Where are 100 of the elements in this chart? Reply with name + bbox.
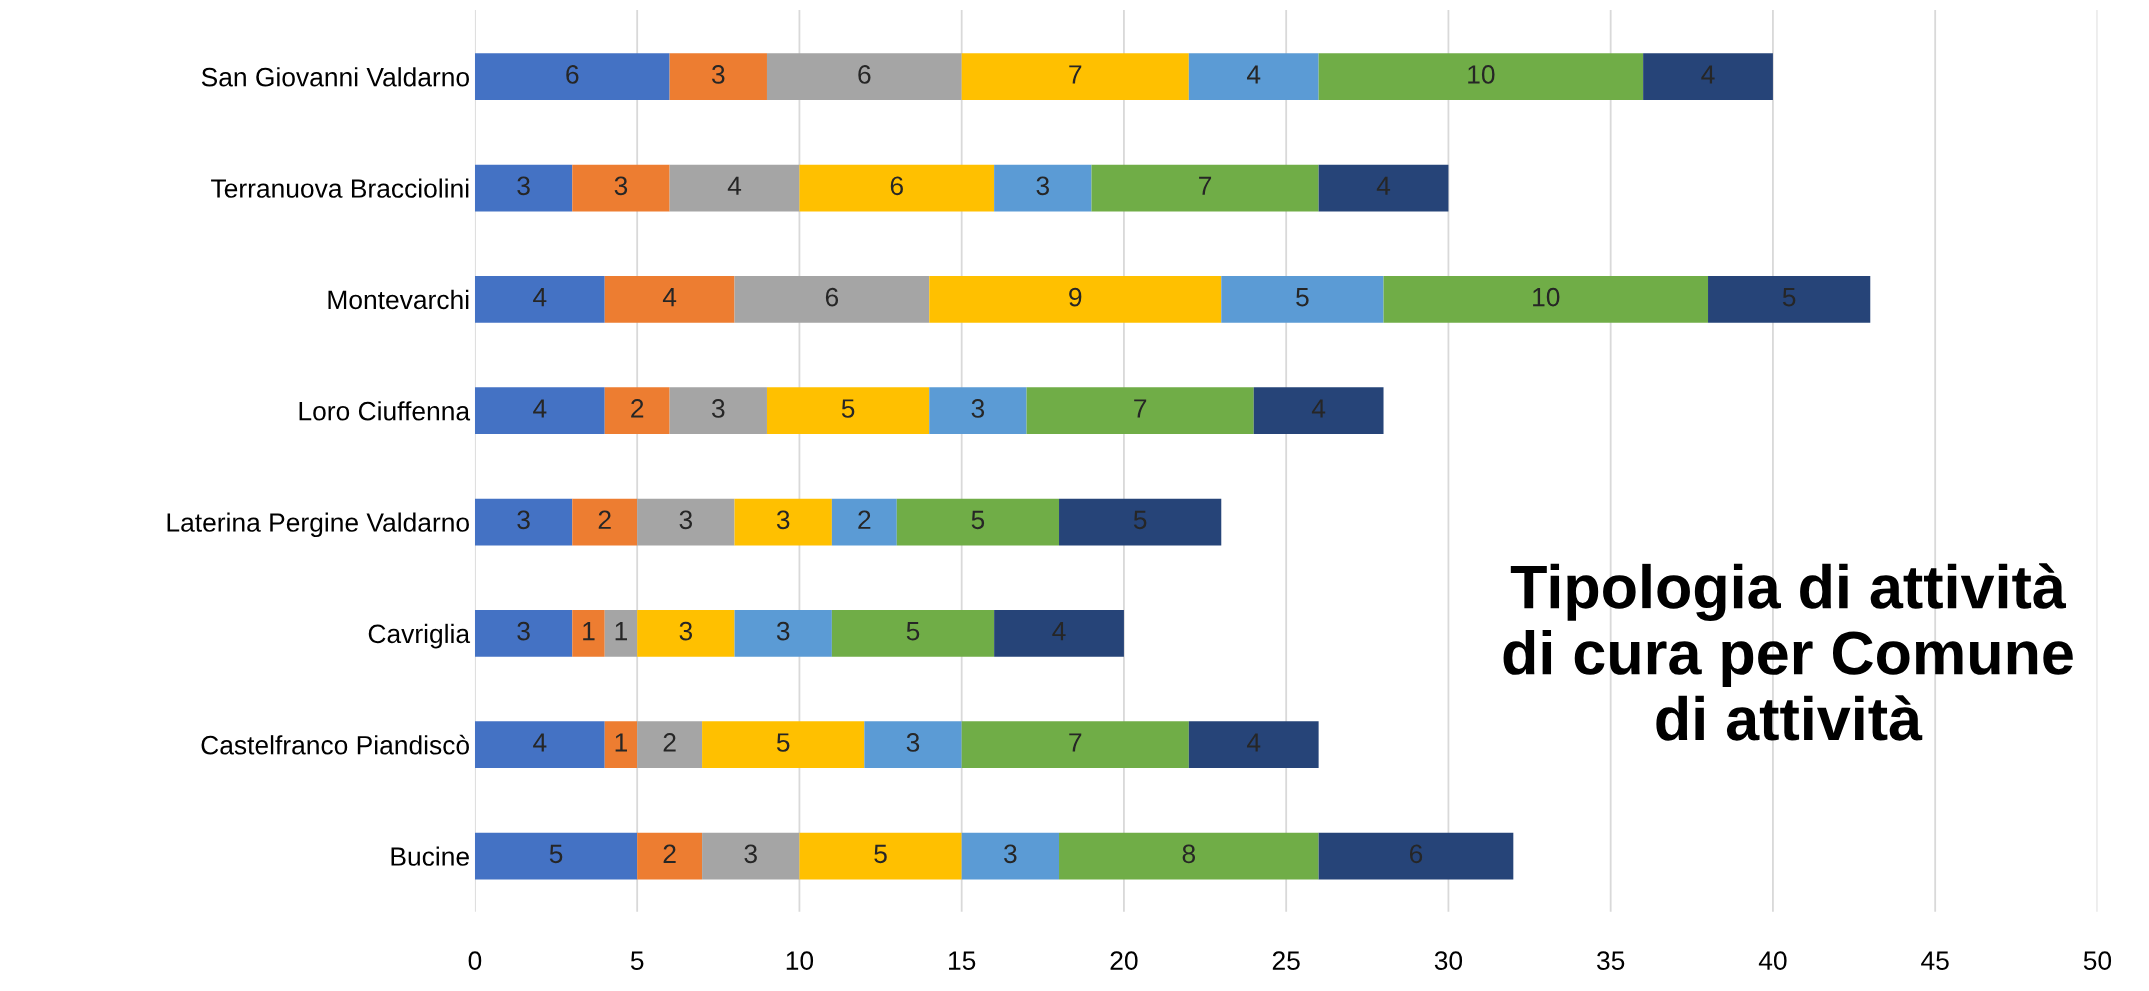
bar: [474, 610, 573, 657]
data-label: 6: [566, 65, 579, 84]
bar: [1026, 387, 1254, 435]
data-label: 3: [517, 510, 530, 530]
data-label: 3: [711, 399, 725, 418]
bar: [604, 276, 735, 323]
bar: [831, 610, 995, 657]
y-tick-label: San Giovanni Valdarno: [201, 67, 469, 87]
y-tick-label: Montevarchi: [328, 289, 469, 310]
data-label: 9: [1069, 287, 1082, 307]
bar: [474, 498, 573, 546]
bar: [929, 387, 1027, 435]
x-tick-label: 20: [1110, 951, 1138, 970]
data-label: 4: [533, 733, 547, 752]
data-label: 7: [1134, 399, 1147, 418]
y-tick-label: Laterina Pergine Valdarno: [167, 512, 469, 538]
bar: [604, 721, 638, 769]
bar: [799, 832, 962, 880]
data-label: 4: [1247, 733, 1261, 752]
bar: [831, 498, 897, 546]
data-label: 2: [858, 510, 871, 529]
data-label: 5: [971, 510, 985, 530]
bar: [1188, 721, 1319, 769]
data-label: 2: [663, 733, 676, 752]
bar: [1253, 387, 1384, 435]
data-label: 7: [1069, 733, 1082, 752]
data-label: 3: [517, 621, 530, 641]
y-tick-label: Loro Ciuffenna: [299, 401, 471, 421]
data-label: 4: [727, 176, 742, 195]
bar: [929, 276, 1222, 323]
bar: [1318, 53, 1644, 101]
data-label: 4: [1701, 65, 1715, 84]
bar: [572, 498, 638, 546]
data-label: 6: [890, 176, 903, 196]
bar: [702, 721, 865, 769]
data-label: 4: [1052, 622, 1066, 641]
data-label: 3: [711, 65, 725, 84]
data-label: 6: [1409, 844, 1423, 864]
bar: [1383, 276, 1709, 323]
bar: [864, 721, 962, 769]
data-label: 3: [517, 176, 530, 196]
bar: [1091, 164, 1319, 212]
data-label: 3: [679, 621, 693, 641]
y-tick-label: Cavriglia: [368, 623, 471, 649]
bar: [604, 610, 638, 657]
data-label: 5: [906, 622, 920, 641]
data-label: 4: [662, 288, 677, 307]
data-label: 10: [1468, 65, 1495, 84]
text: Tipologia di attività di cura per Comune di attività: [1503, 563, 2073, 741]
data-label: 4: [1311, 399, 1326, 418]
bar: [961, 53, 1189, 101]
x-tick-label: 45: [1921, 951, 1949, 970]
bar: [669, 387, 767, 435]
data-label: 5: [1133, 510, 1147, 530]
bar: [1059, 832, 1319, 880]
bar: [474, 53, 670, 101]
data-label: 2: [598, 510, 611, 529]
bar: [474, 721, 605, 769]
bar: [896, 498, 1060, 546]
bar: [474, 164, 573, 212]
bar: [734, 610, 832, 657]
bar: [572, 610, 605, 657]
x-tick-label: 15: [949, 951, 976, 970]
bar: [474, 276, 605, 323]
x-tick-label: 35: [1597, 951, 1625, 970]
data-label: 3: [1036, 176, 1049, 196]
data-label: 5: [841, 399, 855, 418]
x-tick-label: 10: [786, 951, 814, 970]
data-label: 3: [679, 510, 693, 530]
bar: [1221, 276, 1384, 323]
data-label: 5: [1782, 288, 1796, 307]
data-label: 3: [776, 621, 790, 641]
data-label: 1: [615, 622, 627, 641]
bar: [637, 610, 735, 657]
bar: [637, 832, 703, 880]
data-label: 1: [615, 733, 627, 752]
data-label: 7: [1199, 176, 1212, 195]
bar: [734, 498, 832, 546]
bar: [637, 498, 735, 546]
data-label: 3: [744, 844, 757, 864]
y-tick-label: Bucine: [391, 846, 469, 866]
bar: [604, 387, 670, 435]
bar: [1059, 498, 1222, 546]
bar: [994, 164, 1092, 212]
bar: [637, 721, 703, 769]
bar: [1643, 53, 1773, 101]
bar: [474, 832, 638, 880]
data-label: 2: [663, 844, 676, 863]
bar: [1318, 164, 1449, 212]
data-label: 3: [614, 176, 628, 196]
x-tick-label: 0: [468, 951, 482, 970]
data-label: 3: [906, 733, 920, 752]
data-label: 3: [776, 510, 790, 530]
data-label: 4: [1376, 176, 1391, 195]
bar: [572, 164, 670, 212]
x-tick-label: 40: [1758, 951, 1787, 970]
bar: [1188, 53, 1319, 101]
data-label: 5: [1296, 288, 1309, 307]
bar: [799, 164, 995, 212]
data-label: 3: [1004, 844, 1017, 864]
